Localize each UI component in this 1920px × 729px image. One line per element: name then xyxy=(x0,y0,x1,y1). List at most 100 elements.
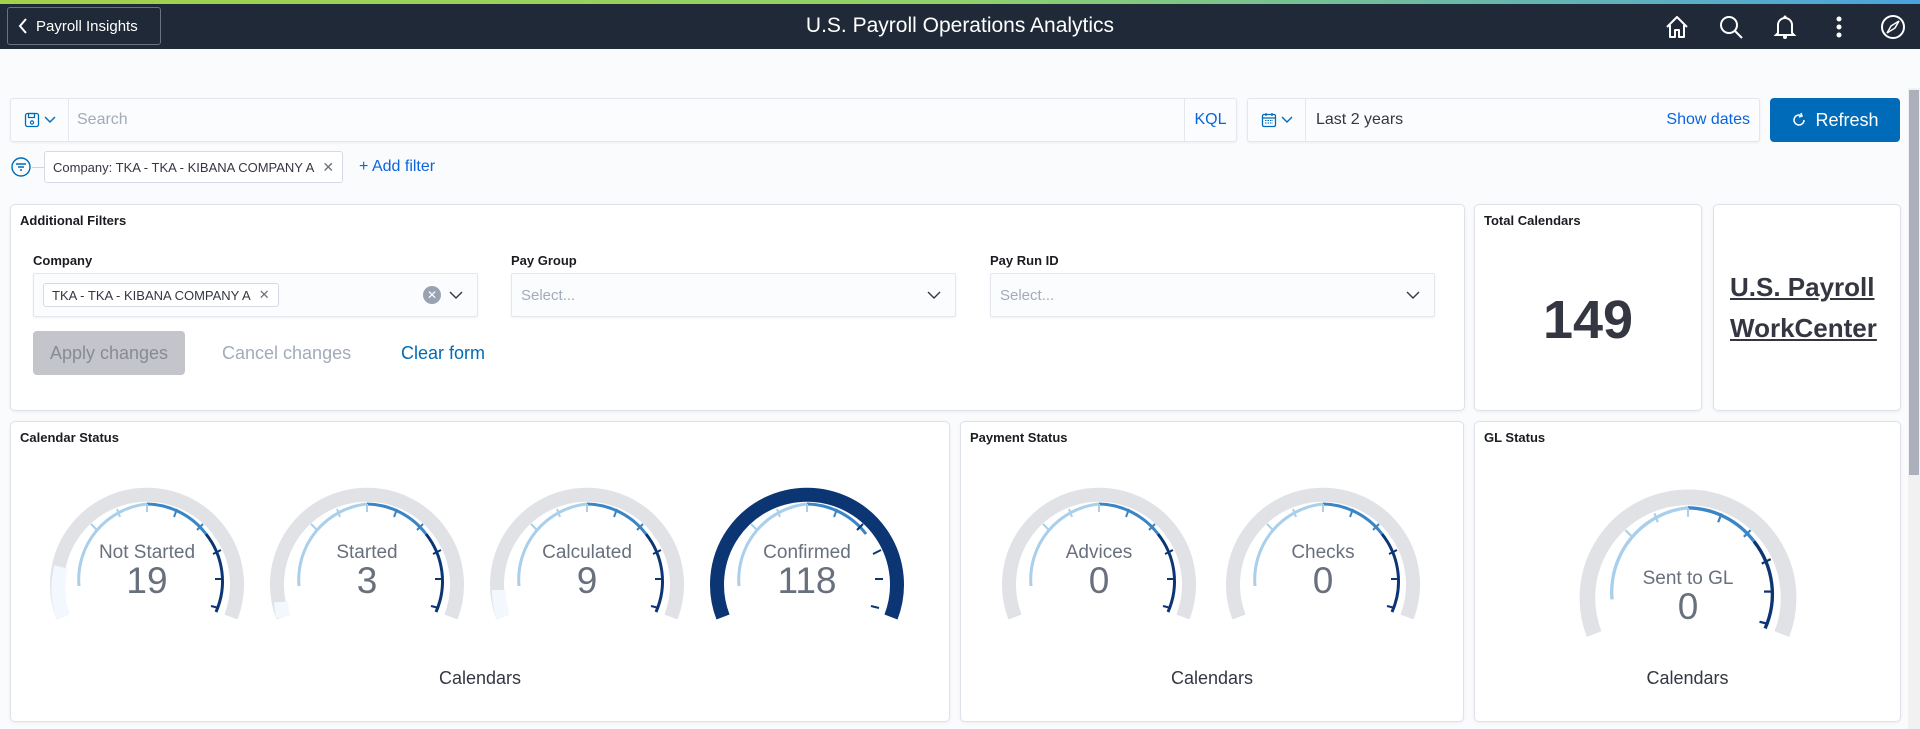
saved-query-button[interactable] xyxy=(11,99,69,141)
pay-group-label: Pay Group xyxy=(511,253,577,268)
payment-status-panel: Payment Status Advices 0 Checks 0 Calend… xyxy=(960,421,1464,722)
company-chip-label: TKA - TKA - KIBANA COMPANY A xyxy=(52,287,251,303)
pay-run-id-label: Pay Run ID xyxy=(990,253,1059,268)
gauge-label: Checks xyxy=(1291,542,1355,563)
gauge-value: 19 xyxy=(126,560,168,601)
gauge-value: 0 xyxy=(1677,586,1699,627)
gauge-caption: Calendars xyxy=(438,668,522,688)
additional-filters-panel: Additional Filters Company TKA - TKA - K… xyxy=(10,204,1465,411)
save-icon xyxy=(24,112,39,128)
company-chip: TKA - TKA - KIBANA COMPANY A ✕ xyxy=(43,283,279,307)
gauge-label: Started xyxy=(336,542,398,563)
back-button-label: Payroll Insights xyxy=(36,17,138,35)
gauge-arc-icon xyxy=(1579,489,1797,637)
date-range-value[interactable]: Last 2 years xyxy=(1316,111,1404,128)
search-button[interactable] xyxy=(1704,14,1758,40)
gauge-not-started[interactable]: Not Started 19 xyxy=(41,472,253,642)
panel-title: Additional Filters xyxy=(20,213,127,228)
chevron-left-icon xyxy=(18,18,27,34)
chevron-down-icon xyxy=(1281,116,1292,123)
home-button[interactable] xyxy=(1650,14,1704,40)
total-calendars-value: 149 xyxy=(1542,290,1634,350)
pay-run-id-select[interactable]: Select... xyxy=(990,273,1435,317)
refresh-button[interactable]: Refresh xyxy=(1770,98,1900,142)
gauge-value: 3 xyxy=(356,560,378,601)
panel-title: Total Calendars xyxy=(1484,213,1581,228)
quick-date-menu-button[interactable] xyxy=(1248,99,1306,141)
apply-changes-button[interactable]: Apply changes xyxy=(33,331,185,375)
gauge-confirmed[interactable]: Confirmed 118 xyxy=(701,472,913,642)
search-icon xyxy=(1720,15,1743,39)
add-filter-button[interactable]: + Add filter xyxy=(359,158,436,175)
calendar-icon xyxy=(1261,113,1276,128)
chevron-down-icon xyxy=(1406,291,1420,299)
pay-run-id-placeholder: Select... xyxy=(1000,286,1055,304)
query-bar: KQL xyxy=(10,98,1237,142)
filter-pill-company[interactable]: Company: TKA - TKA - KIBANA COMPANY A ✕ xyxy=(44,151,344,183)
company-label: Company xyxy=(33,253,93,268)
navigator-button[interactable] xyxy=(1866,14,1920,40)
more-vertical-icon xyxy=(1836,16,1842,37)
refresh-label: Refresh xyxy=(1815,109,1879,130)
more-actions-button[interactable] xyxy=(1812,15,1866,39)
top-accent-bar xyxy=(0,0,1920,4)
gauge-label: Not Started xyxy=(98,542,196,563)
clear-selection-icon[interactable]: ✕ xyxy=(423,286,441,304)
gauge-calculated[interactable]: Calculated 9 xyxy=(481,472,693,642)
workcenter-panel: U.S. Payroll WorkCenter xyxy=(1713,204,1901,411)
scrollbar-thumb[interactable] xyxy=(1909,90,1919,475)
pay-group-select[interactable]: Select... xyxy=(511,273,956,317)
app-header: Payroll Insights U.S. Payroll Operations… xyxy=(0,4,1920,49)
bell-icon xyxy=(1773,15,1797,39)
gauge-arc-icon xyxy=(270,487,464,620)
filter-menu-icon[interactable] xyxy=(10,156,32,178)
show-dates-link[interactable]: Show dates xyxy=(1666,111,1750,128)
gauge-value: 9 xyxy=(576,560,598,601)
gauge-advices[interactable]: Advices 0 xyxy=(993,472,1205,642)
filter-bar: Company: TKA - TKA - KIBANA COMPANY A ✕ … xyxy=(10,150,435,184)
notifications-button[interactable] xyxy=(1758,14,1812,40)
gl-status-panel: GL Status Sent to GL 0 Calendars xyxy=(1474,421,1901,722)
pay-group-placeholder: Select... xyxy=(521,286,576,304)
gauge-value: 118 xyxy=(777,560,837,601)
gauge-arc-icon xyxy=(710,487,904,620)
panel-title: Payment Status xyxy=(970,430,1068,445)
gauge-started[interactable]: Started 3 xyxy=(261,472,473,642)
remove-chip-icon[interactable]: ✕ xyxy=(258,287,270,302)
gauge-label: Calculated xyxy=(542,542,632,563)
gauge-caption: Calendars xyxy=(1170,668,1254,688)
search-input[interactable] xyxy=(69,99,1184,141)
gauge-checks[interactable]: Checks 0 xyxy=(1217,472,1429,642)
filter-pill-label: Company: TKA - TKA - KIBANA COMPANY A xyxy=(53,159,315,175)
panel-title: GL Status xyxy=(1484,430,1546,445)
query-language-button[interactable]: KQL xyxy=(1184,99,1236,141)
chevron-down-icon xyxy=(44,116,55,123)
company-select[interactable]: TKA - TKA - KIBANA COMPANY A ✕ ✕ xyxy=(33,273,478,317)
chevron-down-icon xyxy=(927,291,941,299)
gauge-arc-icon xyxy=(490,487,684,620)
gauge-label: Sent to GL xyxy=(1642,568,1734,589)
gauge-label: Confirmed xyxy=(763,542,851,563)
home-icon xyxy=(1666,15,1688,38)
page-title: U.S. Payroll Operations Analytics xyxy=(805,14,1115,37)
calendar-status-panel: Calendar Status Not Started 19 Started 3 xyxy=(10,421,950,722)
clear-form-button[interactable]: Clear form xyxy=(401,343,486,363)
workcenter-link-line2: WorkCenter xyxy=(1730,313,1877,343)
gauge-arc-icon xyxy=(1226,487,1420,620)
gauge-sent-to-gl[interactable]: Sent to GL 0 xyxy=(1563,472,1813,662)
workcenter-link[interactable]: U.S. Payroll WorkCenter xyxy=(1730,267,1877,349)
chevron-down-icon xyxy=(449,291,463,299)
gauge-arc-icon xyxy=(1002,487,1196,620)
gauge-arc-icon xyxy=(50,487,244,620)
gauge-label: Advices xyxy=(1065,542,1133,563)
remove-filter-icon[interactable]: ✕ xyxy=(322,158,335,175)
back-button[interactable]: Payroll Insights xyxy=(7,7,161,45)
gauge-caption: Calendars xyxy=(1646,668,1729,688)
refresh-icon xyxy=(1793,112,1806,126)
cancel-changes-button[interactable]: Cancel changes xyxy=(222,343,352,363)
panel-title: Calendar Status xyxy=(20,430,119,445)
gauge-value: 0 xyxy=(1312,560,1334,601)
date-picker: Last 2 years Show dates xyxy=(1247,98,1760,142)
total-calendars-panel: Total Calendars 149 xyxy=(1474,204,1702,411)
workcenter-link-line1: U.S. Payroll xyxy=(1730,272,1875,302)
